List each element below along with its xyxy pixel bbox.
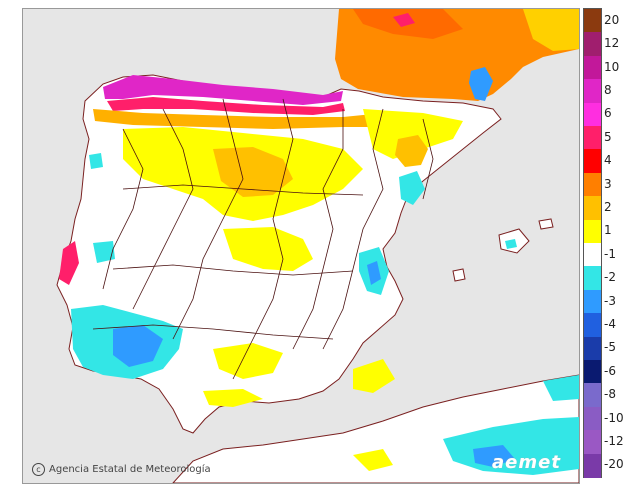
west-cyan-small bbox=[89, 153, 103, 169]
aemet-logo: aemet bbox=[492, 452, 561, 473]
southwest-blue bbox=[113, 325, 163, 367]
legend-label: 5 bbox=[604, 129, 612, 144]
legend-label: -5 bbox=[604, 340, 616, 355]
menorca-island bbox=[538, 218, 554, 230]
legend-swatch bbox=[584, 336, 601, 361]
legend-swatch bbox=[584, 172, 601, 197]
region-borders bbox=[92, 98, 434, 380]
legend-label: -12 bbox=[604, 433, 624, 448]
north-africa-cyan-2 bbox=[543, 375, 579, 401]
legend-label: 3 bbox=[604, 176, 612, 191]
legend-swatch bbox=[584, 289, 601, 314]
legend-swatch bbox=[584, 79, 601, 104]
legend-swatch bbox=[584, 313, 601, 338]
legend-label: 12 bbox=[604, 36, 620, 51]
east-orange bbox=[395, 135, 428, 167]
france-yellow-east bbox=[523, 9, 579, 51]
legend-swatch bbox=[584, 266, 601, 291]
south-yellow-3 bbox=[203, 389, 263, 407]
north-coast-hot-band bbox=[103, 75, 343, 105]
legend-label: 4 bbox=[604, 153, 612, 168]
legend-label: -4 bbox=[604, 316, 616, 331]
legend-label: 2 bbox=[604, 199, 612, 214]
west-coast-hot bbox=[59, 241, 79, 285]
central-yellow-2 bbox=[223, 227, 313, 271]
legend-swatch bbox=[584, 126, 601, 150]
legend-label: -8 bbox=[604, 387, 616, 402]
southeast-yellow-2 bbox=[213, 343, 283, 379]
legend-label: 10 bbox=[604, 59, 620, 74]
legend-label: -2 bbox=[604, 270, 616, 285]
north-africa-yellow bbox=[353, 449, 393, 471]
legend-swatch bbox=[584, 406, 601, 431]
legend-label: 8 bbox=[604, 82, 612, 97]
legend-label: 6 bbox=[604, 106, 612, 121]
legend-label: -6 bbox=[604, 363, 616, 378]
legend-swatch bbox=[584, 453, 601, 478]
legend-swatch bbox=[584, 360, 601, 384]
legend-swatch bbox=[584, 383, 601, 408]
north-africa-blue-1 bbox=[473, 445, 515, 467]
legend-swatch bbox=[584, 55, 601, 80]
legend-swatch bbox=[584, 32, 601, 57]
color-legend bbox=[583, 8, 602, 478]
credit-text: Agencia Estatal de Meteorología bbox=[49, 464, 211, 475]
france-red-spot-1 bbox=[393, 13, 415, 27]
map-frame bbox=[22, 8, 580, 484]
legend-swatch bbox=[584, 430, 601, 455]
east-blue-1 bbox=[367, 261, 381, 285]
central-orange-1 bbox=[213, 147, 293, 197]
france-blue-patch bbox=[469, 67, 493, 101]
anomaly-map bbox=[23, 9, 579, 483]
north-coast-orange-band bbox=[93, 109, 443, 129]
southeast-yellow-1 bbox=[353, 359, 395, 393]
legend-swatch bbox=[584, 243, 601, 267]
legend-swatch bbox=[584, 219, 601, 244]
northeast-yellow bbox=[363, 109, 463, 159]
legend-swatch bbox=[584, 149, 601, 174]
legend-label: 20 bbox=[604, 12, 620, 27]
legend-label: -3 bbox=[604, 293, 616, 308]
legend-label: -20 bbox=[604, 457, 624, 472]
mallorca-cyan bbox=[505, 239, 517, 249]
legend-swatch bbox=[584, 102, 601, 127]
legend-swatch bbox=[584, 196, 601, 221]
credit-line: c Agencia Estatal de Meteorología bbox=[32, 463, 211, 476]
west-cyan-2 bbox=[93, 241, 115, 263]
northeast-cyan bbox=[399, 171, 425, 205]
legend-swatch bbox=[584, 9, 601, 33]
ibiza-island bbox=[452, 268, 466, 282]
legend-label: -10 bbox=[604, 410, 624, 425]
copyright-icon: c bbox=[32, 463, 45, 476]
legend-label: 1 bbox=[604, 223, 612, 238]
legend-label: -1 bbox=[604, 246, 616, 261]
